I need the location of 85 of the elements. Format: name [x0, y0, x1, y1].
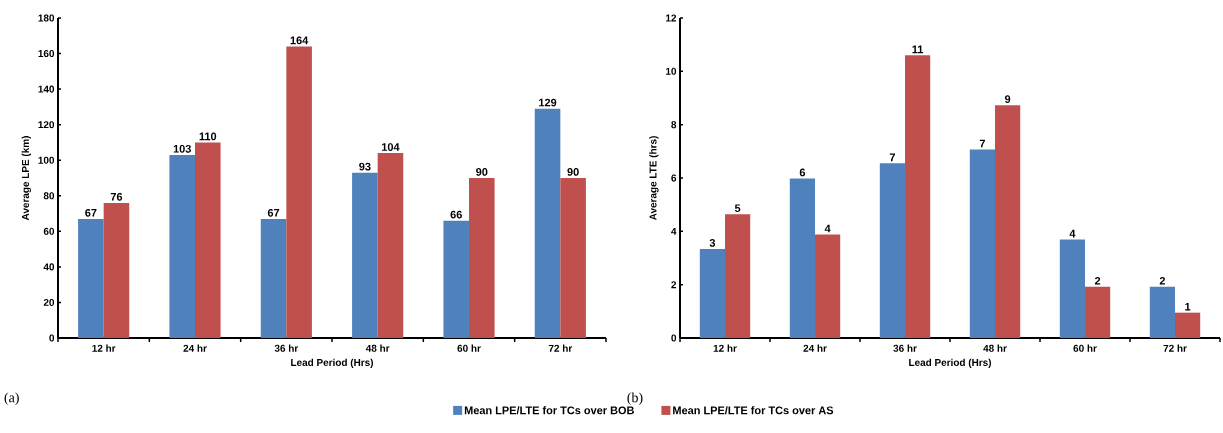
- data-label: 2: [1159, 276, 1166, 285]
- data-label: 1: [1185, 302, 1191, 311]
- bar: [879, 163, 906, 338]
- data-label: 76: [110, 192, 123, 201]
- bar: [969, 149, 996, 338]
- bar: [286, 46, 312, 338]
- data-label: 7: [889, 153, 895, 162]
- y-tick-label: 100: [38, 156, 55, 164]
- y-tick-label: 2: [671, 281, 677, 289]
- y-tick-label: 20: [43, 298, 55, 306]
- x-axis-title: Lead Period (Hrs): [909, 358, 992, 368]
- data-label: 110: [199, 132, 217, 141]
- bar: [789, 178, 816, 338]
- data-label: 129: [539, 98, 557, 107]
- data-label: 4: [824, 224, 831, 233]
- data-label: 2: [1094, 276, 1101, 285]
- bar: [995, 105, 1021, 338]
- x-tick-label: 60 hr: [457, 344, 481, 352]
- data-label: 90: [567, 168, 579, 176]
- bar: [534, 108, 561, 338]
- y-tick-label: 0: [671, 334, 677, 342]
- bar: [725, 214, 751, 338]
- data-label: 103: [173, 144, 191, 153]
- bar: [1085, 286, 1111, 338]
- bar: [905, 55, 931, 338]
- bar: [1149, 286, 1176, 338]
- y-tick-label: 8: [671, 121, 677, 129]
- x-tick-label: 72 hr: [1163, 344, 1187, 352]
- y-tick-label: 60: [43, 227, 55, 235]
- bar: [699, 248, 726, 338]
- data-label: 90: [476, 168, 488, 176]
- data-label: 93: [359, 162, 371, 171]
- x-tick-label: 48 hr: [983, 344, 1007, 352]
- x-tick-label: 72 hr: [548, 344, 573, 352]
- text: (a): [4, 392, 19, 406]
- data-label: 9: [1004, 95, 1011, 103]
- data-label: 67: [267, 208, 280, 217]
- y-tick-label: 80: [43, 192, 55, 200]
- y-tick-label: 160: [38, 50, 55, 58]
- bar: [1175, 312, 1201, 338]
- bar: [443, 220, 469, 338]
- x-tick-label: 48 hr: [365, 344, 390, 352]
- bar: [103, 202, 130, 338]
- data-label: 7: [979, 139, 985, 148]
- data-label: 67: [85, 208, 97, 217]
- data-label: 66: [450, 210, 462, 219]
- text: (b): [627, 392, 643, 406]
- x-tick-label: 24 hr: [183, 344, 207, 352]
- bar: [1059, 239, 1086, 338]
- y-tick-label: 10: [666, 67, 677, 75]
- legend-label: Mean LPE/LTE for TCs over AS: [673, 406, 834, 415]
- data-label: 11: [912, 45, 924, 54]
- x-tick-label: 24 hr: [803, 344, 827, 352]
- data-label: 4: [1069, 229, 1076, 238]
- x-tick-label: 12 hr: [92, 344, 116, 352]
- x-tick-label: 36 hr: [274, 344, 299, 352]
- data-label: 3: [709, 238, 716, 247]
- data-label: 6: [799, 168, 806, 177]
- x-tick-label: 12 hr: [713, 344, 737, 352]
- y-tick-label: 12: [666, 14, 677, 22]
- y-axis-title: Average LTE (hrs): [649, 136, 659, 221]
- legend-label: Mean LPE/LTE for TCs over BOB: [464, 406, 634, 415]
- bar: [377, 153, 404, 338]
- y-tick-label: 6: [671, 174, 677, 182]
- bar: [78, 218, 104, 338]
- y-tick-label: 180: [38, 14, 55, 22]
- bar: [560, 178, 586, 338]
- x-tick-label: 60 hr: [1073, 344, 1097, 352]
- x-tick-label: 36 hr: [893, 344, 917, 352]
- bar: [195, 142, 221, 338]
- y-axis-title: Average LPE (km): [21, 136, 32, 221]
- bar: [815, 234, 841, 338]
- bar: [260, 218, 287, 338]
- y-tick-label: 0: [49, 334, 55, 342]
- bar: [169, 154, 195, 338]
- y-tick-label: 120: [38, 121, 55, 129]
- x-axis-title: Lead Period (Hrs): [291, 358, 374, 368]
- data-label: 164: [290, 36, 309, 45]
- bar: [352, 172, 378, 338]
- y-tick-label: 140: [38, 85, 55, 93]
- data-label: 104: [382, 143, 400, 151]
- bar: [469, 178, 495, 338]
- y-tick-label: 4: [671, 227, 677, 235]
- data-label: 5: [734, 204, 741, 213]
- y-tick-label: 40: [43, 263, 55, 271]
